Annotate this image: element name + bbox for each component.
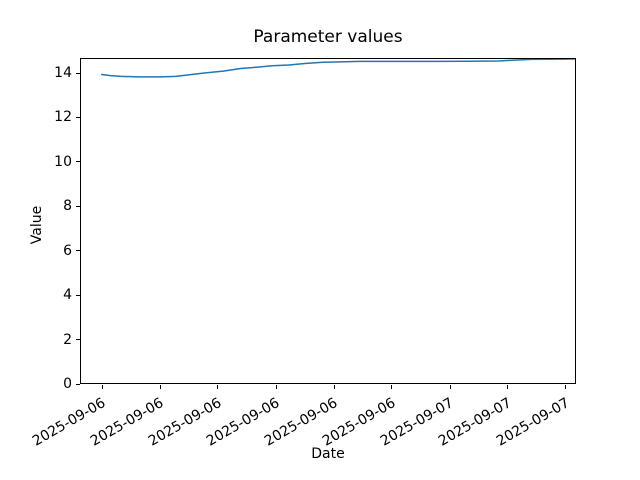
y-tick-label: 12 — [54, 109, 72, 126]
x-tick-mark — [565, 384, 567, 389]
y-tick-label: 0 — [63, 376, 72, 392]
y-tick-label: 10 — [54, 153, 72, 170]
y-tick-mark — [76, 72, 80, 74]
y-tick-label: 2 — [63, 331, 72, 348]
y-tick-mark — [76, 383, 80, 385]
x-axis-label: Date — [311, 446, 345, 462]
plot-area — [80, 57, 576, 384]
line-chart — [100, 58, 575, 78]
x-tick-mark — [449, 384, 451, 389]
x-tick-mark — [275, 384, 277, 389]
x-tick-mark — [507, 384, 509, 389]
y-tick-mark — [76, 250, 80, 252]
y-tick-label: 4 — [63, 287, 72, 304]
y-tick-label: 14 — [54, 65, 72, 82]
x-tick-mark — [159, 384, 161, 389]
x-tick-mark — [333, 384, 335, 389]
x-tick-mark — [391, 384, 393, 389]
x-tick-mark — [101, 384, 103, 389]
y-tick-label: 8 — [63, 198, 72, 215]
y-tick-mark — [76, 161, 80, 163]
y-tick-mark — [76, 205, 80, 207]
series-line — [100, 58, 575, 78]
y-tick-mark — [76, 116, 80, 118]
chart-title: Parameter values — [253, 27, 403, 47]
y-tick-label: 6 — [63, 242, 72, 259]
y-tick-mark — [76, 294, 80, 296]
y-tick-mark — [76, 339, 80, 341]
x-tick-mark — [217, 384, 219, 389]
